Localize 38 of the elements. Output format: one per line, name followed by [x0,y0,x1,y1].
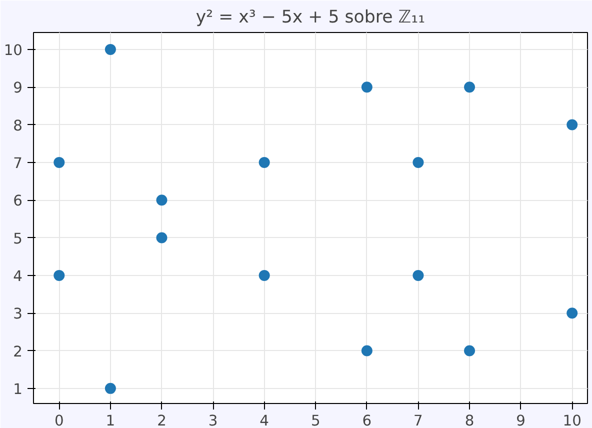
point [104,44,116,55]
y-tick-label: 8 [13,117,23,134]
y-tick-label: 5 [13,230,23,248]
point [412,156,424,168]
x-tick-label: 3 [208,412,218,428]
point [361,82,372,93]
point [156,194,168,206]
x-tick-label: 2 [157,412,166,428]
point [464,345,476,356]
x-tick-label: 1 [106,412,116,428]
point [258,156,270,168]
point [54,270,65,281]
x-tick-label: 9 [516,412,526,428]
x-tick-label: 4 [260,412,269,428]
x-tick-label: 0 [54,412,64,428]
y-tick-label: 2 [13,343,23,360]
point [464,82,476,93]
point [156,232,168,244]
point [258,270,270,281]
x-tick-label: 7 [414,412,423,428]
x-tick-label: 5 [310,412,320,428]
point [566,308,578,319]
point [104,382,116,394]
y-tick-label: 10 [4,42,23,59]
x-tick-label: 8 [464,412,474,428]
y-tick-label: 9 [13,80,23,97]
y-tick-label: 4 [13,268,23,285]
y-tick-label: 3 [13,306,23,323]
y-tick-label: 1 [13,380,23,398]
point [566,119,578,130]
x-tick-label: 10 [562,412,582,428]
y-tick-label: 6 [13,192,23,210]
chart-title: y² = x³ − 5x + 5 sobre ℤ₁₁ [196,8,426,28]
point [54,156,65,168]
x-tick-label: 6 [362,412,372,428]
point [412,270,424,281]
point [361,345,372,356]
y-tick-label: 7 [13,154,23,172]
